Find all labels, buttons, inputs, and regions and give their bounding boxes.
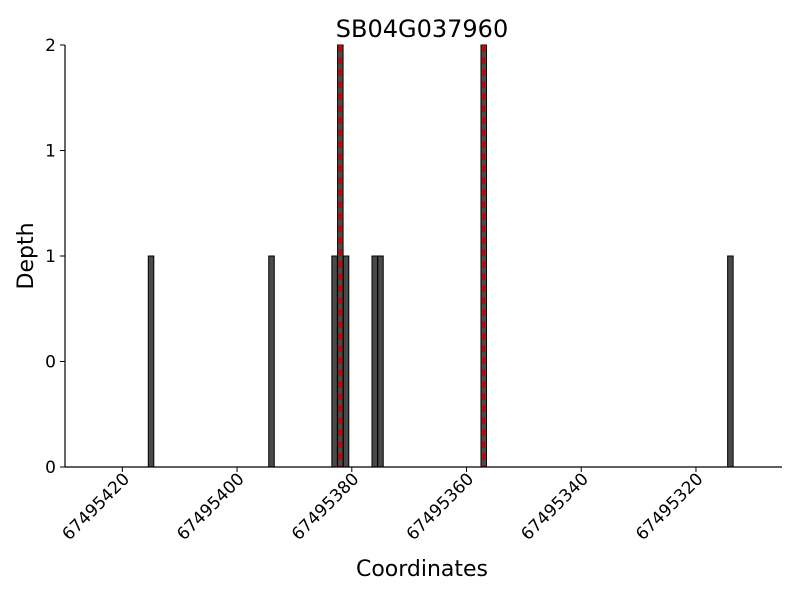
depth-bar-6 xyxy=(377,255,384,468)
x-tick-label-0: 67495420 xyxy=(59,469,134,544)
y-tick-label-2: 1 xyxy=(45,247,56,267)
y-tick-label-4: 2 xyxy=(45,36,56,56)
y-axis-title: Depth xyxy=(14,222,39,289)
x-axis-title: Coordinates xyxy=(356,557,488,582)
y-tick-label-1: 0 xyxy=(45,353,56,373)
depth-bar-2 xyxy=(331,255,338,468)
depth-bar-5 xyxy=(371,255,378,468)
x-tick-label-5: 67495320 xyxy=(632,469,707,544)
y-tick-label-0: 0 xyxy=(45,458,56,478)
x-tick-label-1: 67495400 xyxy=(173,469,248,544)
depth-bar-1 xyxy=(268,255,275,468)
chart-title: SB04G037960 xyxy=(336,15,508,43)
depth-bar-8 xyxy=(727,255,734,468)
x-tick-label-3: 67495360 xyxy=(403,469,478,544)
x-tick-label-4: 67495340 xyxy=(517,469,592,544)
depth-bar-4 xyxy=(342,255,350,468)
y-tick-label-3: 1 xyxy=(45,142,56,162)
depth-bar-0 xyxy=(147,255,155,468)
x-tick-label-2: 67495380 xyxy=(288,469,363,544)
